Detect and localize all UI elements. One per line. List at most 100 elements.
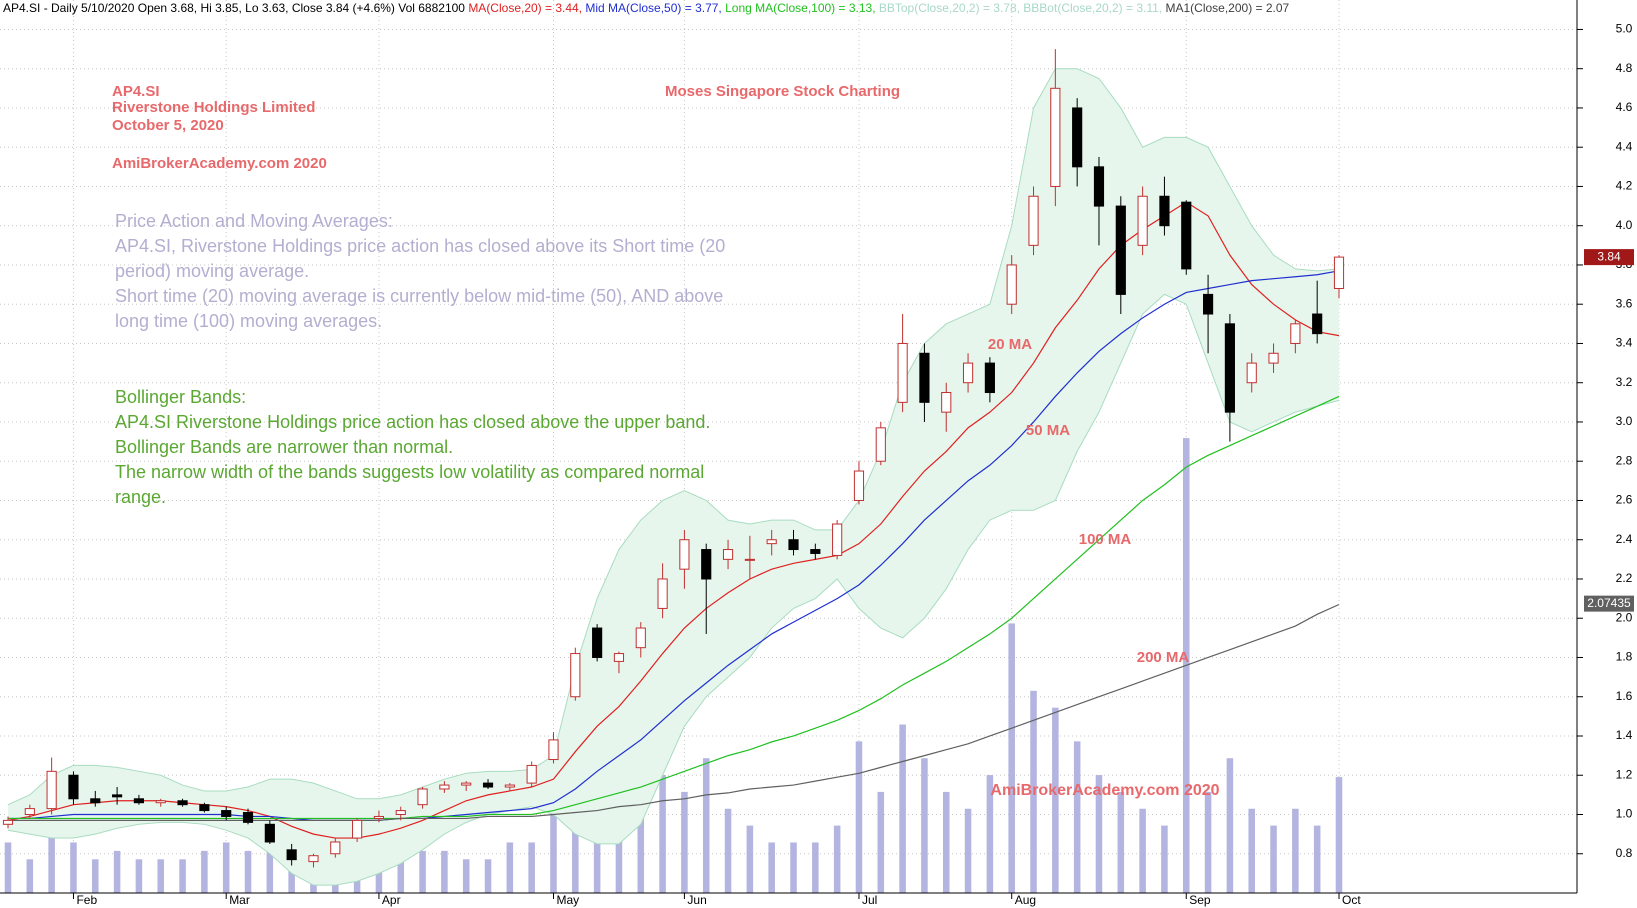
- candle-body: [1093, 166, 1105, 207]
- volume-bar: [70, 842, 77, 893]
- volume-bar: [1139, 808, 1146, 893]
- candle-body: [962, 362, 974, 384]
- candle-body: [570, 653, 581, 698]
- header-item: AP4.SI - Daily 5/10/2020 Open 3.68, Hi 3…: [3, 1, 468, 15]
- y-tick-label: 4.0: [1616, 218, 1633, 232]
- volume-bar: [1292, 808, 1299, 893]
- candle-body: [482, 782, 494, 788]
- candle-body: [941, 392, 952, 413]
- y-tick-label: 2.8: [1616, 453, 1633, 467]
- stock-info: AmiBrokerAcademy.com 2020: [112, 155, 327, 172]
- volume-bar: [157, 859, 165, 893]
- price-tag: 3.84: [1597, 249, 1621, 263]
- watermark: AmiBrokerAcademy.com 2020: [990, 782, 1219, 799]
- x-tick-label: Oct: [1342, 893, 1361, 907]
- candle-body: [242, 812, 254, 823]
- volume-bar: [1335, 777, 1343, 893]
- volume-bar: [48, 791, 55, 893]
- volume-bar: [790, 842, 797, 893]
- band-note: The narrow width of the bands suggests l…: [115, 462, 704, 482]
- bollinger-lower: [7, 293, 1340, 886]
- y-tick-label: 2.2: [1616, 571, 1633, 585]
- volume-bar: [1270, 825, 1277, 893]
- y-tick-label: 3.0: [1616, 414, 1633, 428]
- volume-bar: [942, 791, 950, 893]
- volume-bar: [964, 808, 972, 893]
- candle-body: [133, 798, 145, 804]
- y-tick-label: 4.8: [1616, 61, 1633, 75]
- volume-bar: [659, 775, 666, 893]
- volume-bar: [484, 859, 492, 893]
- volume-bar: [1226, 758, 1234, 893]
- candle-body: [657, 578, 668, 609]
- x-tick-label: Aug: [1015, 893, 1036, 907]
- candle-body: [548, 739, 559, 761]
- price-note: AP4.SI, Riverstone Holdings price action…: [115, 236, 725, 256]
- header-item: MA(Close,20) = 3.44,: [468, 1, 585, 15]
- volume-bar: [113, 850, 121, 893]
- candle-body: [373, 815, 385, 819]
- candle-body: [788, 539, 799, 551]
- volume-bar: [1204, 791, 1212, 893]
- y-tick-label: 5.0: [1616, 22, 1633, 36]
- y-tick-label: 2.0: [1616, 610, 1633, 624]
- volume-bar: [877, 791, 885, 893]
- ma-line: [8, 395, 1340, 820]
- y-tick-label: 1.4: [1616, 728, 1633, 742]
- candle-body: [592, 627, 603, 658]
- candle-body: [919, 352, 930, 403]
- candle-body: [810, 549, 821, 554]
- candle-body: [330, 841, 341, 855]
- stock-info: October 5, 2020: [112, 117, 224, 134]
- volume-bar: [1117, 791, 1125, 893]
- volume-bar: [441, 850, 448, 893]
- price-note: Short time (20) moving average is curren…: [115, 286, 723, 306]
- header-item: Mid MA(Close,50) = 3.77,: [585, 1, 725, 15]
- volume-bar: [397, 859, 405, 893]
- candle-body: [461, 782, 472, 786]
- candle-body: [526, 764, 537, 784]
- candle-body: [1028, 195, 1039, 246]
- price-tag-box: [1584, 249, 1634, 266]
- x-tick-label: May: [556, 893, 579, 907]
- stock-info: AP4.SI: [112, 83, 160, 100]
- y-tick-label: 3.2: [1616, 375, 1633, 389]
- volume-bar: [244, 850, 252, 893]
- header-item: MA1(Close,200) = 2.07: [1166, 1, 1290, 15]
- candle-body: [90, 798, 101, 804]
- volume-bar: [921, 758, 928, 893]
- volume-bar: [528, 842, 535, 893]
- volume-bar: [222, 842, 230, 893]
- x-tick-label: Jun: [687, 893, 706, 907]
- x-tick-label: Apr: [382, 893, 401, 907]
- volume-bar: [746, 825, 754, 893]
- volume-bar: [855, 741, 863, 893]
- candle-body: [1159, 195, 1170, 227]
- volume-bar: [266, 825, 274, 893]
- ma-line: [8, 603, 1340, 821]
- volume-bar: [1008, 623, 1015, 893]
- x-tick-label: Feb: [76, 893, 97, 907]
- candle-body: [1246, 362, 1257, 384]
- band-note: AP4.SI Riverstone Holdings price action …: [115, 412, 710, 432]
- candle-body: [853, 470, 865, 501]
- x-tick-label: Mar: [229, 893, 250, 907]
- candle-body: [2, 819, 14, 825]
- candle-body: [221, 810, 232, 817]
- volume-bar: [4, 842, 12, 893]
- candle-body: [417, 788, 428, 806]
- candle-body: [439, 784, 450, 790]
- candle-body: [199, 804, 210, 812]
- volume-bar: [768, 842, 775, 893]
- volume-bar: [1161, 825, 1168, 893]
- ma-label: 200 MA: [1137, 649, 1190, 666]
- volume-bar: [462, 859, 470, 893]
- y-tick-label: 1.8: [1616, 650, 1633, 664]
- candle-body: [613, 653, 625, 662]
- candle-body: [352, 819, 363, 839]
- band-layer: [7, 68, 1340, 886]
- candle-body: [24, 808, 35, 815]
- volume-bar: [1095, 775, 1103, 893]
- candle-body: [68, 774, 79, 800]
